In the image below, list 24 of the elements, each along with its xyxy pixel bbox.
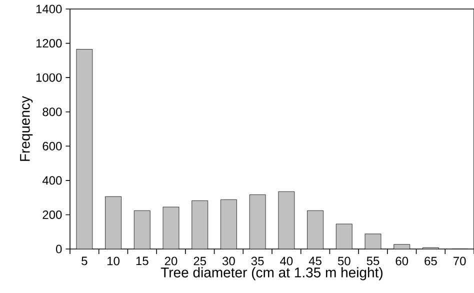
y-tick-label: 600 xyxy=(42,142,62,150)
y-tick-label: 1200 xyxy=(36,39,62,48)
x-tick-label: 70 xyxy=(454,256,466,266)
x-tick-label: 30 xyxy=(222,256,235,266)
x-tick-label: 20 xyxy=(164,256,178,266)
x-tick-label: 55 xyxy=(366,256,380,266)
x-tick-label: 60 xyxy=(396,256,408,266)
y-tick-label: 800 xyxy=(42,108,62,116)
x-tick-label: 35 xyxy=(251,256,264,266)
x-tick-label: 10 xyxy=(108,256,120,266)
x-tick-label: 15 xyxy=(136,256,148,266)
y-tick-label: 1000 xyxy=(36,73,62,82)
x-tick-label: 65 xyxy=(424,256,437,266)
y-tick-label: 200 xyxy=(42,210,62,219)
y-axis-title: Frequency xyxy=(20,96,33,161)
y-tick-label: 1400 xyxy=(36,4,62,14)
x-axis-title: Tree diameter (cm at 1.35 m height) xyxy=(160,267,382,280)
x-tick-label: 50 xyxy=(338,256,350,266)
y-tick-label: 400 xyxy=(42,176,62,185)
y-tick-label: 0 xyxy=(56,244,62,254)
x-tick-label: 45 xyxy=(308,256,322,266)
x-tick-label: 5 xyxy=(82,256,88,266)
x-tick-label: 40 xyxy=(280,256,293,266)
x-tick-label: 25 xyxy=(194,256,206,266)
